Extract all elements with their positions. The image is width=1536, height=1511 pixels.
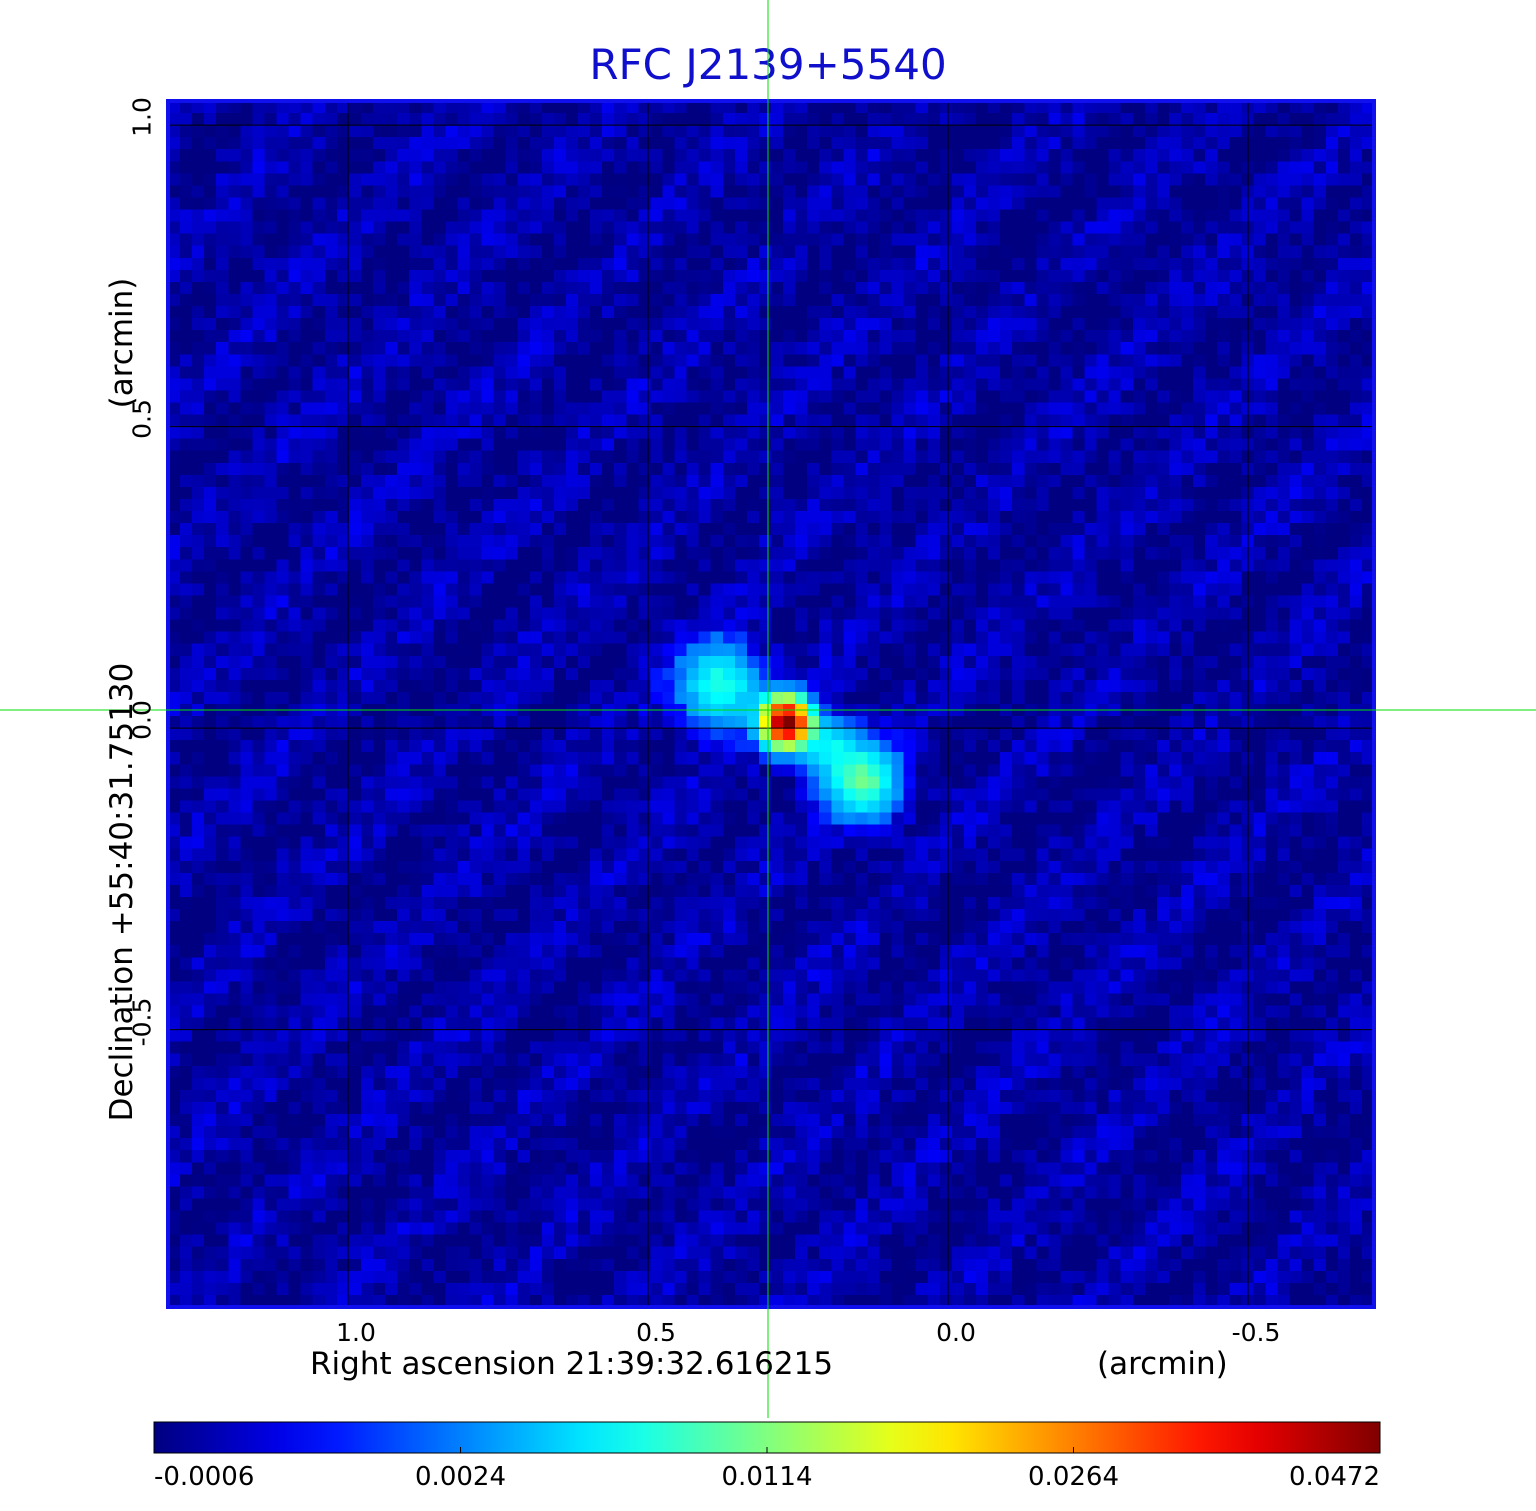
grid	[168, 101, 1374, 1307]
colorbar-tick-label: 0.0264	[1028, 1462, 1119, 1492]
x-axis-label: Right ascension 21:39:32.616215	[310, 1346, 834, 1382]
x-tick-label: 0.0	[936, 1318, 976, 1347]
x-tick-label: -0.5	[1231, 1318, 1281, 1347]
colorbar-tick-label: 0.0472	[1289, 1462, 1380, 1492]
colorbar-tick-label: 0.0024	[415, 1462, 506, 1492]
x-axis-unit: (arcmin)	[1097, 1346, 1228, 1382]
plot-frame	[166, 99, 1376, 1309]
x-tick-label: 0.5	[636, 1318, 676, 1347]
y-axis-label: Declination +55:40:31.75130	[104, 662, 140, 1122]
colorbar-tick-label: -0.0006	[154, 1462, 255, 1492]
y-axis-unit: (arcmin)	[104, 277, 140, 409]
heatmap-image	[168, 101, 1374, 1307]
y-tick-label: 1.0	[127, 97, 157, 137]
colorbar-tick-label: 0.0114	[721, 1462, 813, 1492]
colorbar	[153, 1421, 1381, 1454]
x-tick-label: 1.0	[336, 1318, 376, 1347]
heatmap-raster	[168, 101, 1374, 1307]
crosshair	[0, 0, 1536, 1418]
